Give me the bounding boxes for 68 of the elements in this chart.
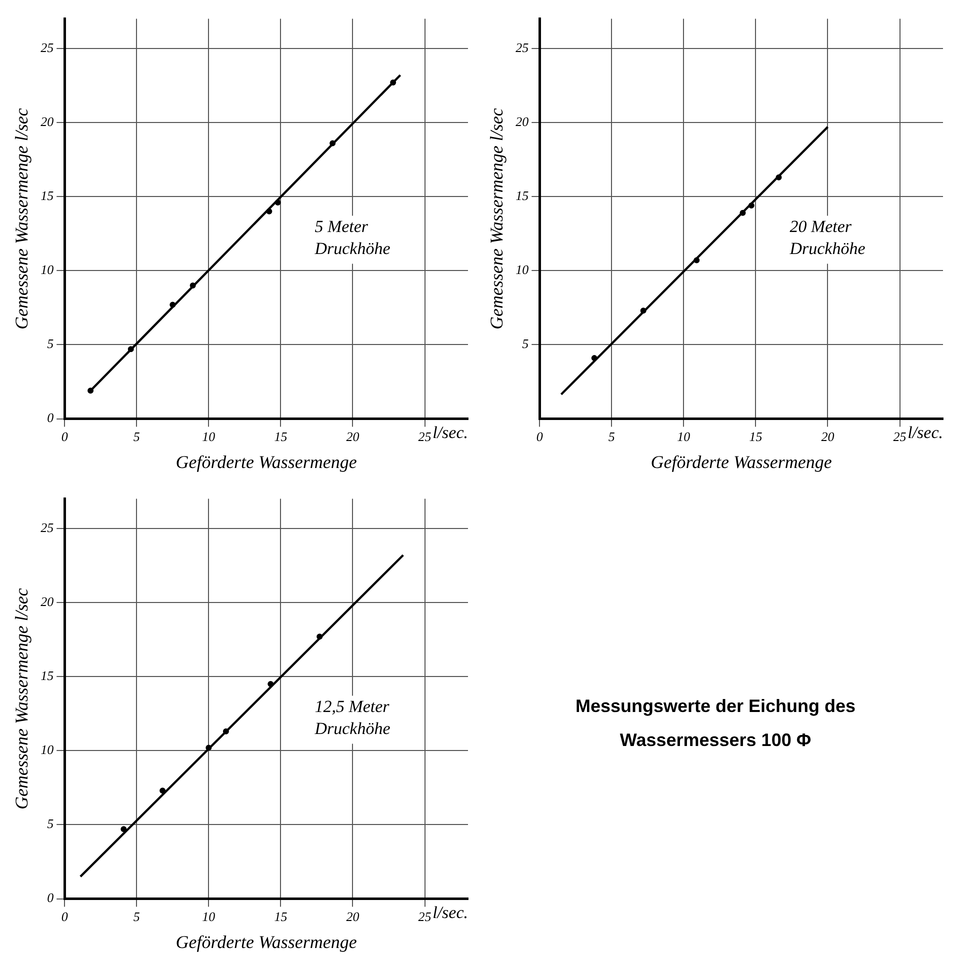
point	[591, 355, 598, 362]
annotation: 12,5 Meter Druckhöhe	[314, 696, 391, 738]
y-tick-label: 5	[47, 336, 54, 352]
y-axis-title: Gemessene Wassermenge l/sec	[486, 108, 507, 330]
point	[88, 388, 94, 394]
x-axis-title: Geförderte Wassermenge	[176, 452, 357, 472]
y-axis-title: Gemessene Wassermenge l/sec	[12, 588, 32, 810]
y-tick-label: 15	[40, 668, 54, 683]
y-axis-title: Gemessene Wassermenge l/sec	[12, 108, 32, 330]
y-tick-label: 0	[47, 410, 54, 426]
x-tick-label: 10	[677, 429, 691, 444]
x-tick-label: 0	[61, 909, 68, 924]
point	[776, 174, 782, 180]
x-tick-label: 15	[274, 429, 288, 444]
point	[390, 80, 396, 86]
x-tick-label: 15	[274, 909, 288, 924]
point	[160, 788, 166, 794]
y-tick-label: 25	[40, 520, 54, 535]
y-tick-label: 20	[516, 114, 530, 129]
x-tick-label: 20	[346, 909, 360, 924]
x-tick-label: 5	[133, 429, 140, 444]
y-tick-label: 20	[40, 594, 54, 609]
x-tick-label: 25	[418, 909, 432, 924]
point	[222, 728, 229, 734]
y-tick-label: 20	[40, 114, 54, 129]
y-tick-label: 15	[40, 188, 54, 203]
x-tick-label: 20	[346, 429, 360, 444]
annotation: 20 Meter Druckhöhe	[788, 216, 866, 258]
y-tick-label: 0	[47, 890, 54, 906]
x-tick-label: 10	[202, 429, 216, 444]
text: l/sec.	[432, 902, 468, 922]
x-tick-label: 15	[749, 429, 763, 444]
text: Messungswerte der Eichung des Wassermessers 100 Φ	[574, 695, 857, 752]
y-tick-label: 25	[40, 40, 54, 55]
point	[120, 826, 127, 832]
x-tick-label: 20	[821, 429, 835, 444]
point	[128, 346, 134, 352]
y-tick-label: 15	[516, 188, 530, 203]
y-tick-label: 5	[522, 336, 530, 352]
point	[190, 282, 196, 288]
x-tick-label: 5	[133, 909, 140, 924]
x-axis-title: Geförderte Wassermenge	[176, 932, 357, 952]
point	[266, 208, 272, 214]
x-tick-label: 25	[893, 429, 907, 444]
y-tick-label: 10	[516, 262, 530, 278]
text: l/sec.	[432, 422, 468, 442]
x-tick-label: 0	[61, 429, 68, 444]
x-tick-label: 10	[202, 909, 216, 924]
point	[274, 200, 281, 206]
point	[640, 308, 646, 314]
x-tick-label: 5	[608, 429, 616, 444]
x-axis-title: Geförderte Wassermenge	[650, 452, 832, 472]
point	[694, 257, 700, 264]
point	[316, 634, 323, 640]
text: l/sec.	[908, 422, 943, 442]
annotation: 5 Meter Druckhöhe	[314, 216, 391, 258]
point	[170, 302, 176, 308]
x-tick-label: 25	[418, 429, 432, 444]
y-tick-label: 10	[40, 262, 54, 278]
y-tick-label: 10	[40, 742, 54, 758]
x-tick-label: 0	[536, 429, 544, 444]
point	[748, 202, 754, 208]
point	[330, 140, 336, 146]
y-tick-label: 25	[516, 40, 530, 55]
y-tick-label: 5	[47, 816, 54, 832]
point	[268, 680, 274, 687]
point	[206, 744, 212, 751]
point	[740, 210, 746, 216]
